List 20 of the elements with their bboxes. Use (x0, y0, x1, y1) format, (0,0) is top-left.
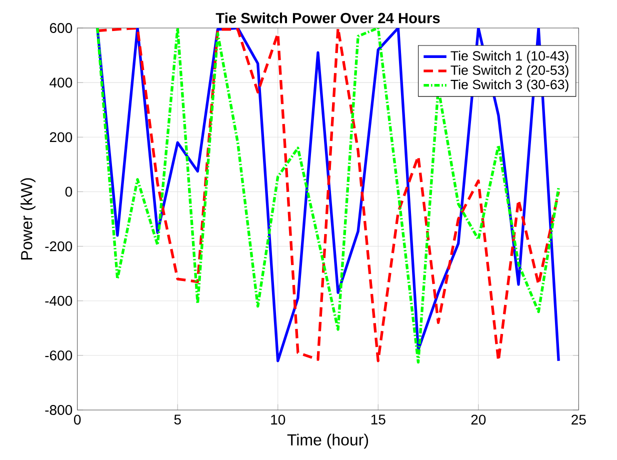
legend-label: Tie Switch 2 (20-53) (450, 65, 568, 78)
x-tick-label: 15 (371, 414, 386, 424)
x-axis-title: Time (hour) (287, 434, 368, 449)
x-tick-label: 0 (74, 414, 81, 425)
y-tick-label: 0 (65, 186, 72, 197)
legend-label: Tie Switch 1 (10-43) (450, 50, 568, 64)
x-tick-label: 5 (174, 414, 181, 424)
y-tick-label: 600 (50, 23, 72, 33)
y-axis-title: Power (kW) (20, 178, 36, 260)
x-tick-label: 25 (572, 414, 586, 425)
y-tick-label: 400 (50, 78, 72, 88)
y-tick-label: -600 (45, 350, 72, 360)
x-tick-label: 20 (471, 414, 486, 425)
chart-title: Tie Switch Power Over 24 Hours (216, 12, 440, 24)
y-tick-label: 200 (50, 132, 72, 142)
y-tick-label: -800 (45, 405, 72, 415)
x-tick-label: 10 (271, 414, 286, 425)
y-tick-label: -400 (45, 296, 72, 306)
legend-label: Tie Switch 3 (30-63) (450, 79, 568, 92)
y-tick-label: -200 (45, 241, 72, 252)
